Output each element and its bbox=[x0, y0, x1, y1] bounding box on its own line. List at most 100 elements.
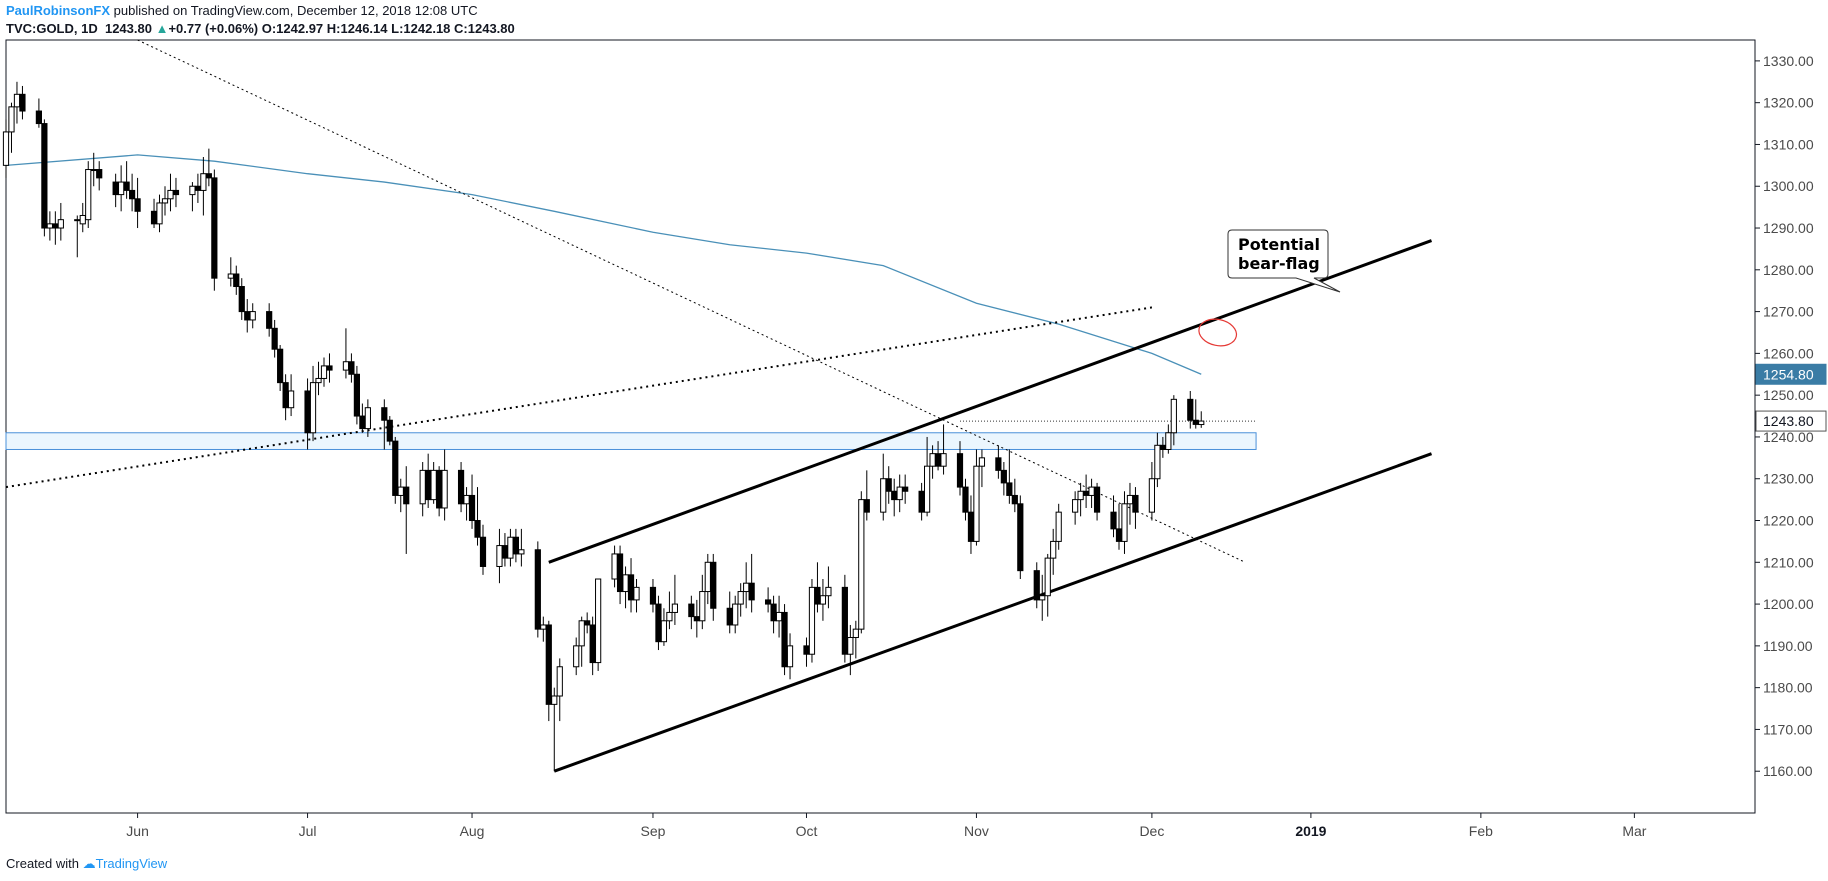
candle-body bbox=[737, 591, 744, 605]
candle bbox=[397, 478, 404, 513]
candle bbox=[786, 633, 794, 680]
tradingview-brand[interactable]: TradingView bbox=[95, 856, 168, 871]
candle-body bbox=[430, 469, 437, 501]
candle-body bbox=[616, 553, 624, 593]
candle bbox=[189, 182, 196, 212]
candle bbox=[457, 462, 465, 513]
low-value: 1242.18 bbox=[403, 21, 451, 36]
candle bbox=[847, 624, 854, 676]
candle-body bbox=[808, 586, 816, 655]
candle bbox=[891, 478, 898, 517]
candle bbox=[803, 637, 810, 667]
candle-body bbox=[578, 620, 585, 647]
candle-body bbox=[962, 486, 969, 513]
candle bbox=[595, 578, 602, 671]
candle bbox=[381, 399, 388, 450]
upper-channel-line bbox=[548, 239, 1433, 564]
tradingview-logo-icon[interactable]: ☁ bbox=[82, 856, 96, 871]
y-tick-label: 1260.00 bbox=[1763, 345, 1814, 361]
candle-body bbox=[940, 453, 947, 467]
candle-body bbox=[277, 348, 284, 384]
candle bbox=[616, 545, 624, 605]
candle-body bbox=[271, 327, 278, 350]
candle bbox=[392, 436, 399, 504]
candle-body bbox=[359, 415, 366, 430]
candle bbox=[1187, 390, 1194, 429]
candle bbox=[1000, 462, 1007, 496]
candle-body bbox=[205, 173, 212, 179]
candle-body bbox=[1170, 398, 1177, 434]
candle-body bbox=[2, 131, 10, 166]
candle-body bbox=[57, 219, 64, 229]
candle-body bbox=[1154, 444, 1161, 480]
y-tick-label: 1170.00 bbox=[1763, 721, 1813, 737]
candle bbox=[348, 353, 355, 383]
y-tick-label: 1240.00 bbox=[1763, 429, 1814, 445]
candle bbox=[775, 595, 783, 638]
candle-body bbox=[573, 645, 580, 668]
candle-body bbox=[501, 545, 509, 559]
candle-body bbox=[13, 93, 21, 108]
candle bbox=[518, 528, 525, 567]
candle-body bbox=[956, 453, 964, 488]
candle-body bbox=[96, 169, 103, 179]
candle bbox=[309, 365, 317, 442]
author-link[interactable]: PaulRobinsonFX bbox=[6, 3, 110, 18]
candle bbox=[770, 595, 777, 634]
candle bbox=[200, 156, 207, 216]
candle bbox=[622, 566, 629, 609]
candle-body bbox=[660, 620, 668, 643]
x-tick-label: Dec bbox=[1139, 823, 1164, 839]
candle bbox=[578, 616, 585, 667]
y-tick-label: 1250.00 bbox=[1763, 387, 1814, 403]
candle bbox=[1039, 574, 1046, 621]
candle bbox=[118, 165, 125, 212]
candle bbox=[573, 637, 580, 676]
symbol-label[interactable]: TVC:GOLD, 1D bbox=[6, 21, 98, 36]
candle bbox=[425, 453, 432, 508]
y-tick-label: 1190.00 bbox=[1763, 638, 1813, 654]
candle-body bbox=[995, 457, 1002, 471]
candle bbox=[699, 574, 706, 630]
change-value: +0.77 (+0.06%) bbox=[168, 21, 259, 36]
candle-body bbox=[1159, 444, 1166, 450]
candle bbox=[233, 265, 240, 295]
candle-body bbox=[781, 611, 788, 668]
candle-body bbox=[929, 453, 936, 467]
candle bbox=[479, 524, 487, 575]
candle bbox=[1055, 503, 1062, 550]
candle bbox=[129, 173, 136, 212]
candle-body bbox=[633, 586, 640, 601]
candle-body bbox=[156, 202, 163, 225]
candle bbox=[1006, 449, 1013, 504]
candle-body bbox=[814, 586, 821, 605]
candle-body bbox=[551, 695, 558, 705]
candle bbox=[19, 85, 26, 120]
candle bbox=[902, 474, 909, 504]
candle bbox=[918, 482, 925, 521]
candle-body bbox=[496, 545, 503, 567]
publish-info: PaulRobinsonFX published on TradingView.… bbox=[6, 3, 478, 18]
candle bbox=[249, 303, 256, 329]
candle-body bbox=[507, 536, 514, 559]
last-price-tag: 1243.80 bbox=[1755, 410, 1827, 432]
plot-frame bbox=[5, 39, 1756, 814]
candle-body bbox=[309, 382, 317, 434]
candle-body bbox=[902, 486, 909, 492]
candle-body bbox=[123, 181, 130, 191]
candle bbox=[8, 102, 15, 153]
candle bbox=[161, 186, 169, 216]
candle-body bbox=[74, 219, 81, 222]
candle-body bbox=[1132, 494, 1139, 513]
candle bbox=[995, 445, 1002, 479]
candle bbox=[419, 462, 426, 517]
candle bbox=[671, 574, 678, 625]
candle-body bbox=[1011, 494, 1018, 505]
candle bbox=[496, 528, 503, 584]
y-tick-label: 1270.00 bbox=[1763, 304, 1814, 320]
candle-body bbox=[1083, 490, 1090, 496]
candle bbox=[688, 595, 695, 630]
candle-body bbox=[934, 453, 942, 467]
candle-body bbox=[353, 373, 360, 417]
